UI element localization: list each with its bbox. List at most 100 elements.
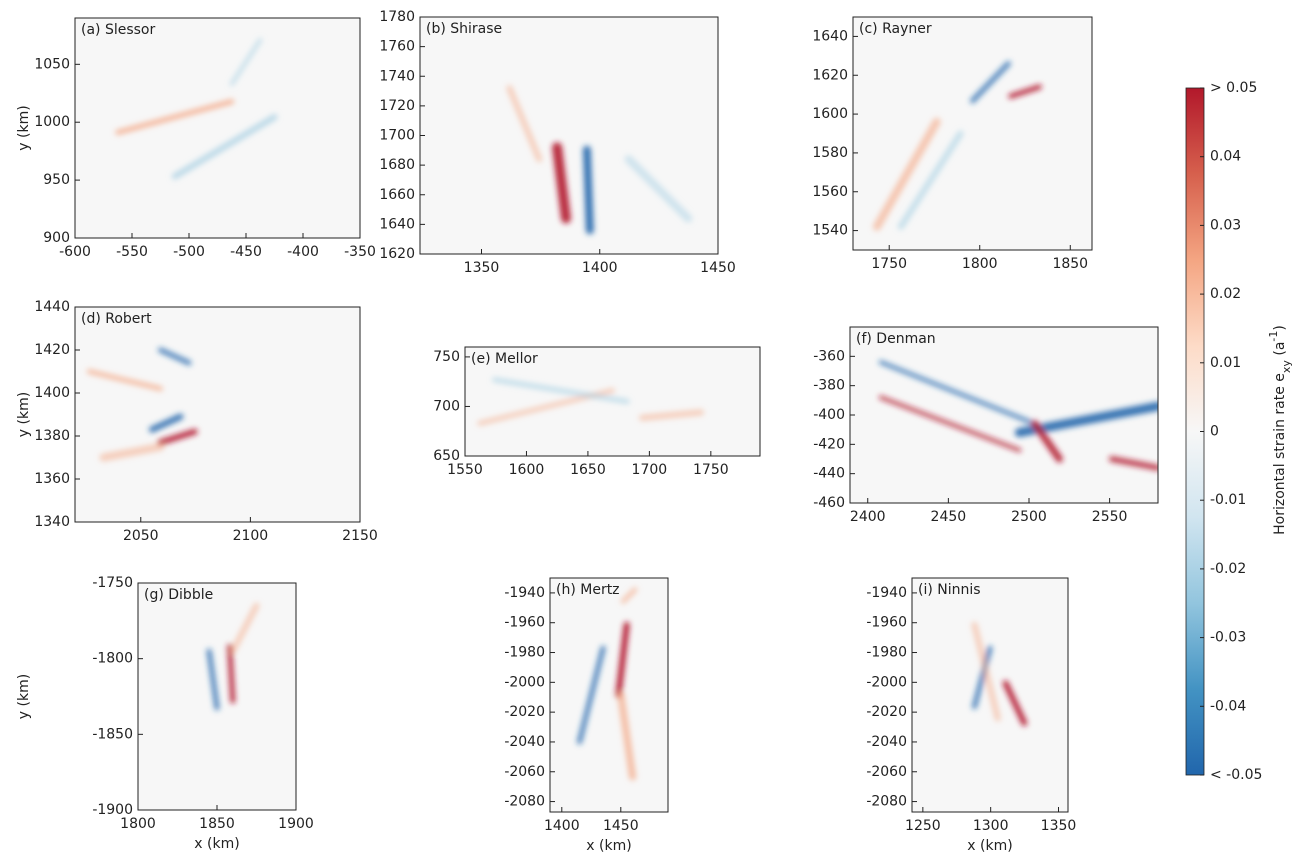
y-tick-label: -2080 bbox=[504, 794, 545, 810]
y-tick-label: -1980 bbox=[504, 645, 545, 661]
x-tick-label: 1350 bbox=[1041, 818, 1077, 834]
x-tick-label: 1650 bbox=[570, 462, 606, 478]
x-tick-label: -400 bbox=[287, 244, 319, 260]
panel-title: (i) Ninnis bbox=[918, 582, 981, 598]
y-tick-label: 1000 bbox=[34, 114, 70, 130]
strain-streak bbox=[115, 99, 235, 135]
x-tick-label: 1750 bbox=[693, 462, 729, 478]
x-tick-label: -450 bbox=[230, 244, 262, 260]
y-tick-label: -1800 bbox=[92, 651, 133, 667]
strain-streak bbox=[227, 644, 236, 704]
strain-field bbox=[872, 61, 1042, 231]
strain-streak bbox=[897, 130, 964, 230]
y-axis-label: y (km) bbox=[16, 674, 32, 719]
y-tick-label: 750 bbox=[433, 349, 460, 365]
y-tick-label: -2060 bbox=[866, 764, 907, 780]
strain-streak bbox=[206, 648, 220, 711]
y-tick-label: 1640 bbox=[379, 216, 415, 232]
y-tick-label: -380 bbox=[813, 378, 845, 394]
colorbar-tick-label: < -0.05 bbox=[1210, 767, 1262, 783]
x-tick-label: 1450 bbox=[700, 260, 736, 276]
y-tick-label: -2080 bbox=[866, 794, 907, 810]
y-tick-label: 1400 bbox=[34, 385, 70, 401]
plot-frame bbox=[911, 577, 1069, 813]
colorbar-label-part: -1 bbox=[1267, 331, 1280, 342]
panel: 1350 1400 1450 1620 1640 1660 1680 1700 1720 1740… bbox=[379, 9, 735, 276]
y-tick-label: 700 bbox=[433, 398, 460, 414]
panel-title: (g) Dibble bbox=[144, 587, 213, 603]
y-tick-label: 950 bbox=[43, 172, 70, 188]
y-tick-label: 1760 bbox=[379, 39, 415, 55]
y-tick-label: 1360 bbox=[34, 471, 70, 487]
strain-streak bbox=[99, 442, 165, 462]
y-tick-label: -2020 bbox=[866, 704, 907, 720]
y-tick-label: -2040 bbox=[866, 734, 907, 750]
y-tick-label: 1740 bbox=[379, 68, 415, 84]
strain-streak bbox=[552, 142, 572, 224]
y-tick-label: -1960 bbox=[866, 615, 907, 631]
strain-streak bbox=[157, 428, 198, 446]
y-axis-label: y (km) bbox=[16, 392, 32, 437]
y-tick-label: 1420 bbox=[34, 342, 70, 358]
plot-frame bbox=[74, 306, 361, 523]
colorbar-tick-label: 0.01 bbox=[1210, 355, 1241, 371]
y-tick-label: 1380 bbox=[34, 428, 70, 444]
y-tick-label: 1720 bbox=[379, 98, 415, 114]
x-tick-label: 1800 bbox=[120, 816, 156, 832]
y-tick-label: -2060 bbox=[504, 764, 545, 780]
y-tick-label: 1440 bbox=[34, 299, 70, 315]
y-tick-label: 1560 bbox=[812, 184, 848, 200]
plot-background bbox=[75, 18, 360, 238]
panel-title: (d) Robert bbox=[81, 311, 152, 327]
panel-title: (h) Mertz bbox=[556, 582, 620, 598]
strain-streak bbox=[1014, 401, 1158, 438]
y-tick-label: -460 bbox=[813, 495, 845, 511]
strain-field bbox=[86, 347, 198, 462]
y-tick-label: -360 bbox=[813, 348, 845, 364]
strain-streak bbox=[492, 377, 630, 404]
strain-field bbox=[971, 621, 1028, 727]
colorbar-tick-label: -0.02 bbox=[1210, 561, 1246, 577]
y-tick-label: 1780 bbox=[379, 9, 415, 25]
panel-title: (e) Mellor bbox=[471, 351, 538, 367]
panel: 1400 1450 -2080 -2060 -2040 -2020 -2000 -1980 -1… bbox=[504, 577, 669, 854]
plot-background bbox=[550, 578, 668, 812]
panel: 1800 1850 1900 -1900 -1850 -1800 -1750 (g) Dibb… bbox=[16, 575, 314, 852]
strain-streak bbox=[1008, 84, 1042, 99]
panel: 2050 2100 2150 1340 1360 1380 1400 1420 1440 (d) … bbox=[16, 299, 378, 544]
strain-streak bbox=[617, 691, 637, 781]
x-tick-label: 1250 bbox=[905, 818, 941, 834]
colorbar-label-part: (a bbox=[1272, 342, 1288, 361]
x-tick-label: -500 bbox=[173, 244, 205, 260]
panel: 1750 1800 1850 1540 1560 1580 1600 1620 1640 (c) … bbox=[812, 16, 1093, 272]
strain-field bbox=[206, 602, 260, 711]
plot-frame bbox=[549, 577, 669, 813]
colorbar-label: Horizontal strain rate exy (a-1) bbox=[1267, 325, 1292, 535]
panel-title: (c) Rayner bbox=[859, 21, 932, 37]
y-tick-label: -1940 bbox=[866, 585, 907, 601]
x-tick-label: 1850 bbox=[199, 816, 235, 832]
x-axis-label: x (km) bbox=[586, 838, 631, 854]
y-tick-label: 900 bbox=[43, 230, 70, 246]
strain-field bbox=[577, 587, 638, 781]
strain-streak bbox=[148, 413, 184, 433]
strain-streak bbox=[970, 61, 1011, 104]
strain-streak bbox=[620, 587, 638, 604]
strain-streak bbox=[158, 347, 192, 366]
x-tick-label: 1450 bbox=[603, 818, 639, 834]
y-tick-label: 1620 bbox=[812, 67, 848, 83]
plot-background bbox=[853, 17, 1092, 250]
colorbar-tick-label: -0.03 bbox=[1210, 630, 1246, 646]
plot-frame bbox=[74, 17, 361, 239]
y-tick-label: 1680 bbox=[379, 157, 415, 173]
x-tick-label: 1400 bbox=[544, 818, 580, 834]
colorbar-label-part: ) bbox=[1272, 325, 1288, 330]
y-tick-label: 1050 bbox=[34, 56, 70, 72]
y-tick-label: 1600 bbox=[812, 106, 848, 122]
x-tick-label: -600 bbox=[59, 244, 91, 260]
x-tick-label: 2400 bbox=[850, 509, 886, 525]
y-tick-label: -440 bbox=[813, 466, 845, 482]
y-tick-label: -1940 bbox=[504, 585, 545, 601]
x-tick-label: -550 bbox=[116, 244, 148, 260]
x-tick-label: 1350 bbox=[464, 260, 500, 276]
